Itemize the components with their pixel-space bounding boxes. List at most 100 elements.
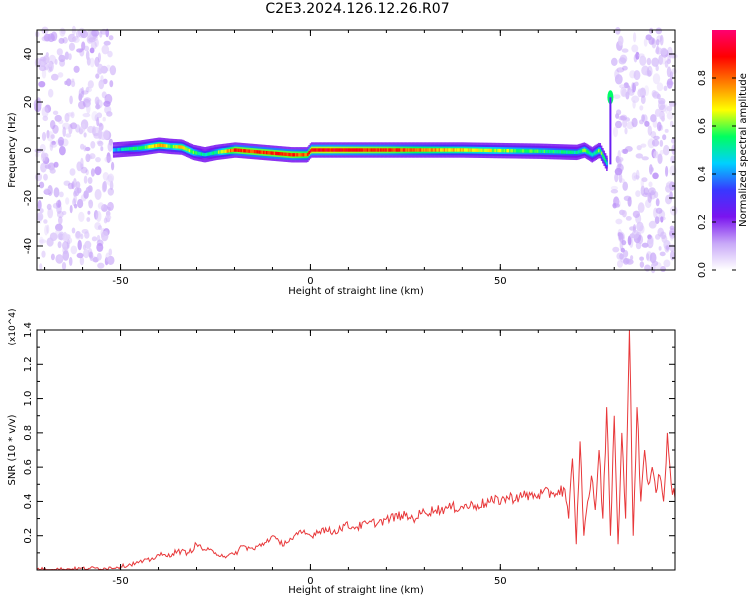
ridge-cell	[536, 149, 539, 153]
ridge-cell	[430, 148, 433, 152]
ridge-cell	[224, 149, 227, 153]
ridge-cell	[155, 143, 158, 148]
noise-speckle	[653, 135, 660, 140]
ridge-cell	[179, 145, 182, 149]
ridge-cell	[479, 148, 482, 152]
noise-speckle	[643, 38, 648, 47]
ridge-cell	[398, 148, 401, 152]
ridge-cell	[296, 153, 299, 157]
ridge-cell	[551, 149, 554, 154]
noise-speckle	[57, 255, 64, 261]
noise-speckle	[46, 129, 50, 139]
noise-speckle	[106, 152, 111, 164]
noise-speckle	[656, 93, 661, 100]
noise-speckle	[72, 36, 80, 44]
ridge-cell	[443, 148, 446, 152]
ridge-cell	[285, 152, 288, 156]
noise-speckle	[669, 205, 678, 216]
ridge-cell	[268, 151, 271, 155]
ridge-cell	[526, 149, 528, 153]
ridge-cell	[318, 148, 321, 152]
ridge-cell	[458, 148, 461, 152]
noise-speckle	[634, 81, 639, 87]
noise-speckle	[659, 216, 666, 221]
ridge-cell	[271, 151, 273, 155]
ridge-cell	[289, 152, 292, 157]
noise-speckle	[80, 166, 88, 174]
noise-speckle	[620, 247, 625, 253]
ridge-cell	[376, 148, 378, 152]
ridge-cell	[599, 149, 602, 153]
ridge-cell	[123, 147, 126, 151]
ridge-cell	[406, 148, 409, 152]
noise-speckle	[91, 236, 98, 242]
noise-speckle	[659, 104, 667, 113]
noise-speckle	[625, 117, 631, 122]
noise-speckle	[614, 74, 623, 85]
noise-speckle	[62, 126, 66, 137]
noise-speckle	[636, 221, 644, 232]
ridge-cell	[198, 151, 200, 156]
ridge-cell	[446, 148, 449, 152]
ridge-cell	[578, 150, 580, 154]
noise-speckle	[89, 47, 95, 54]
noise-speckle	[109, 80, 114, 88]
ridge-cell	[200, 152, 203, 156]
ridge-cell	[354, 148, 357, 152]
y-tick-label: 40	[23, 48, 34, 61]
noise-speckle	[111, 161, 115, 171]
noise-speckle	[665, 165, 669, 177]
noise-speckle	[57, 241, 62, 249]
noise-speckle	[81, 41, 86, 51]
noise-speckle	[657, 153, 663, 165]
ridge-cell	[457, 148, 459, 152]
noise-speckle	[96, 102, 100, 110]
ridge-cell	[287, 152, 289, 157]
noise-speckle	[85, 169, 89, 176]
ridge-cell	[292, 153, 295, 157]
spectrogram-panel: -50 0 50 -40 -20 0 20 40 Height of straight li…	[7, 25, 678, 297]
ridge-cell	[493, 148, 495, 153]
noise-speckle	[666, 111, 674, 120]
ridge-cell	[390, 148, 393, 152]
noise-speckle	[666, 78, 673, 89]
ridge-cell	[320, 148, 322, 152]
ridge-cell	[478, 148, 481, 152]
noise-speckle	[632, 100, 636, 109]
noise-speckle	[53, 161, 59, 168]
ridge-cell	[240, 148, 243, 153]
ridge-cell	[213, 151, 216, 155]
noise-speckle	[83, 97, 92, 103]
noise-speckle	[95, 104, 101, 110]
noise-speckle	[666, 58, 671, 65]
ridge-cell	[257, 150, 260, 154]
ridge-cell	[556, 150, 559, 154]
ridge-cell	[183, 146, 186, 150]
ridge-cell	[560, 150, 563, 154]
noise-speckle	[75, 230, 81, 239]
ridge-cell	[260, 150, 263, 154]
noise-speckle	[107, 173, 115, 183]
ridge-cell	[225, 149, 228, 153]
ridge-cell	[579, 149, 582, 154]
noise-speckle	[81, 90, 89, 95]
ridge-cell	[332, 148, 334, 152]
ridge-cell	[312, 148, 314, 152]
y-tick-label: 0.8	[23, 425, 34, 441]
ridge-cell	[265, 150, 268, 155]
noise-speckle	[650, 262, 656, 274]
ridge-cell	[244, 149, 247, 153]
ridge-cell	[483, 148, 486, 153]
ridge-cell	[128, 147, 131, 151]
noise-speckle	[102, 172, 109, 181]
y-tick-label: 20	[23, 96, 34, 109]
noise-speckle	[103, 40, 111, 46]
ridge-cell	[178, 145, 180, 149]
noise-speckle	[625, 216, 632, 221]
ridge-cell	[405, 148, 407, 152]
ridge-cell	[321, 148, 324, 152]
noise-speckle	[655, 234, 661, 240]
ridge-cell	[373, 148, 376, 152]
ridge-cell	[401, 148, 404, 152]
ridge-cell	[126, 147, 128, 151]
